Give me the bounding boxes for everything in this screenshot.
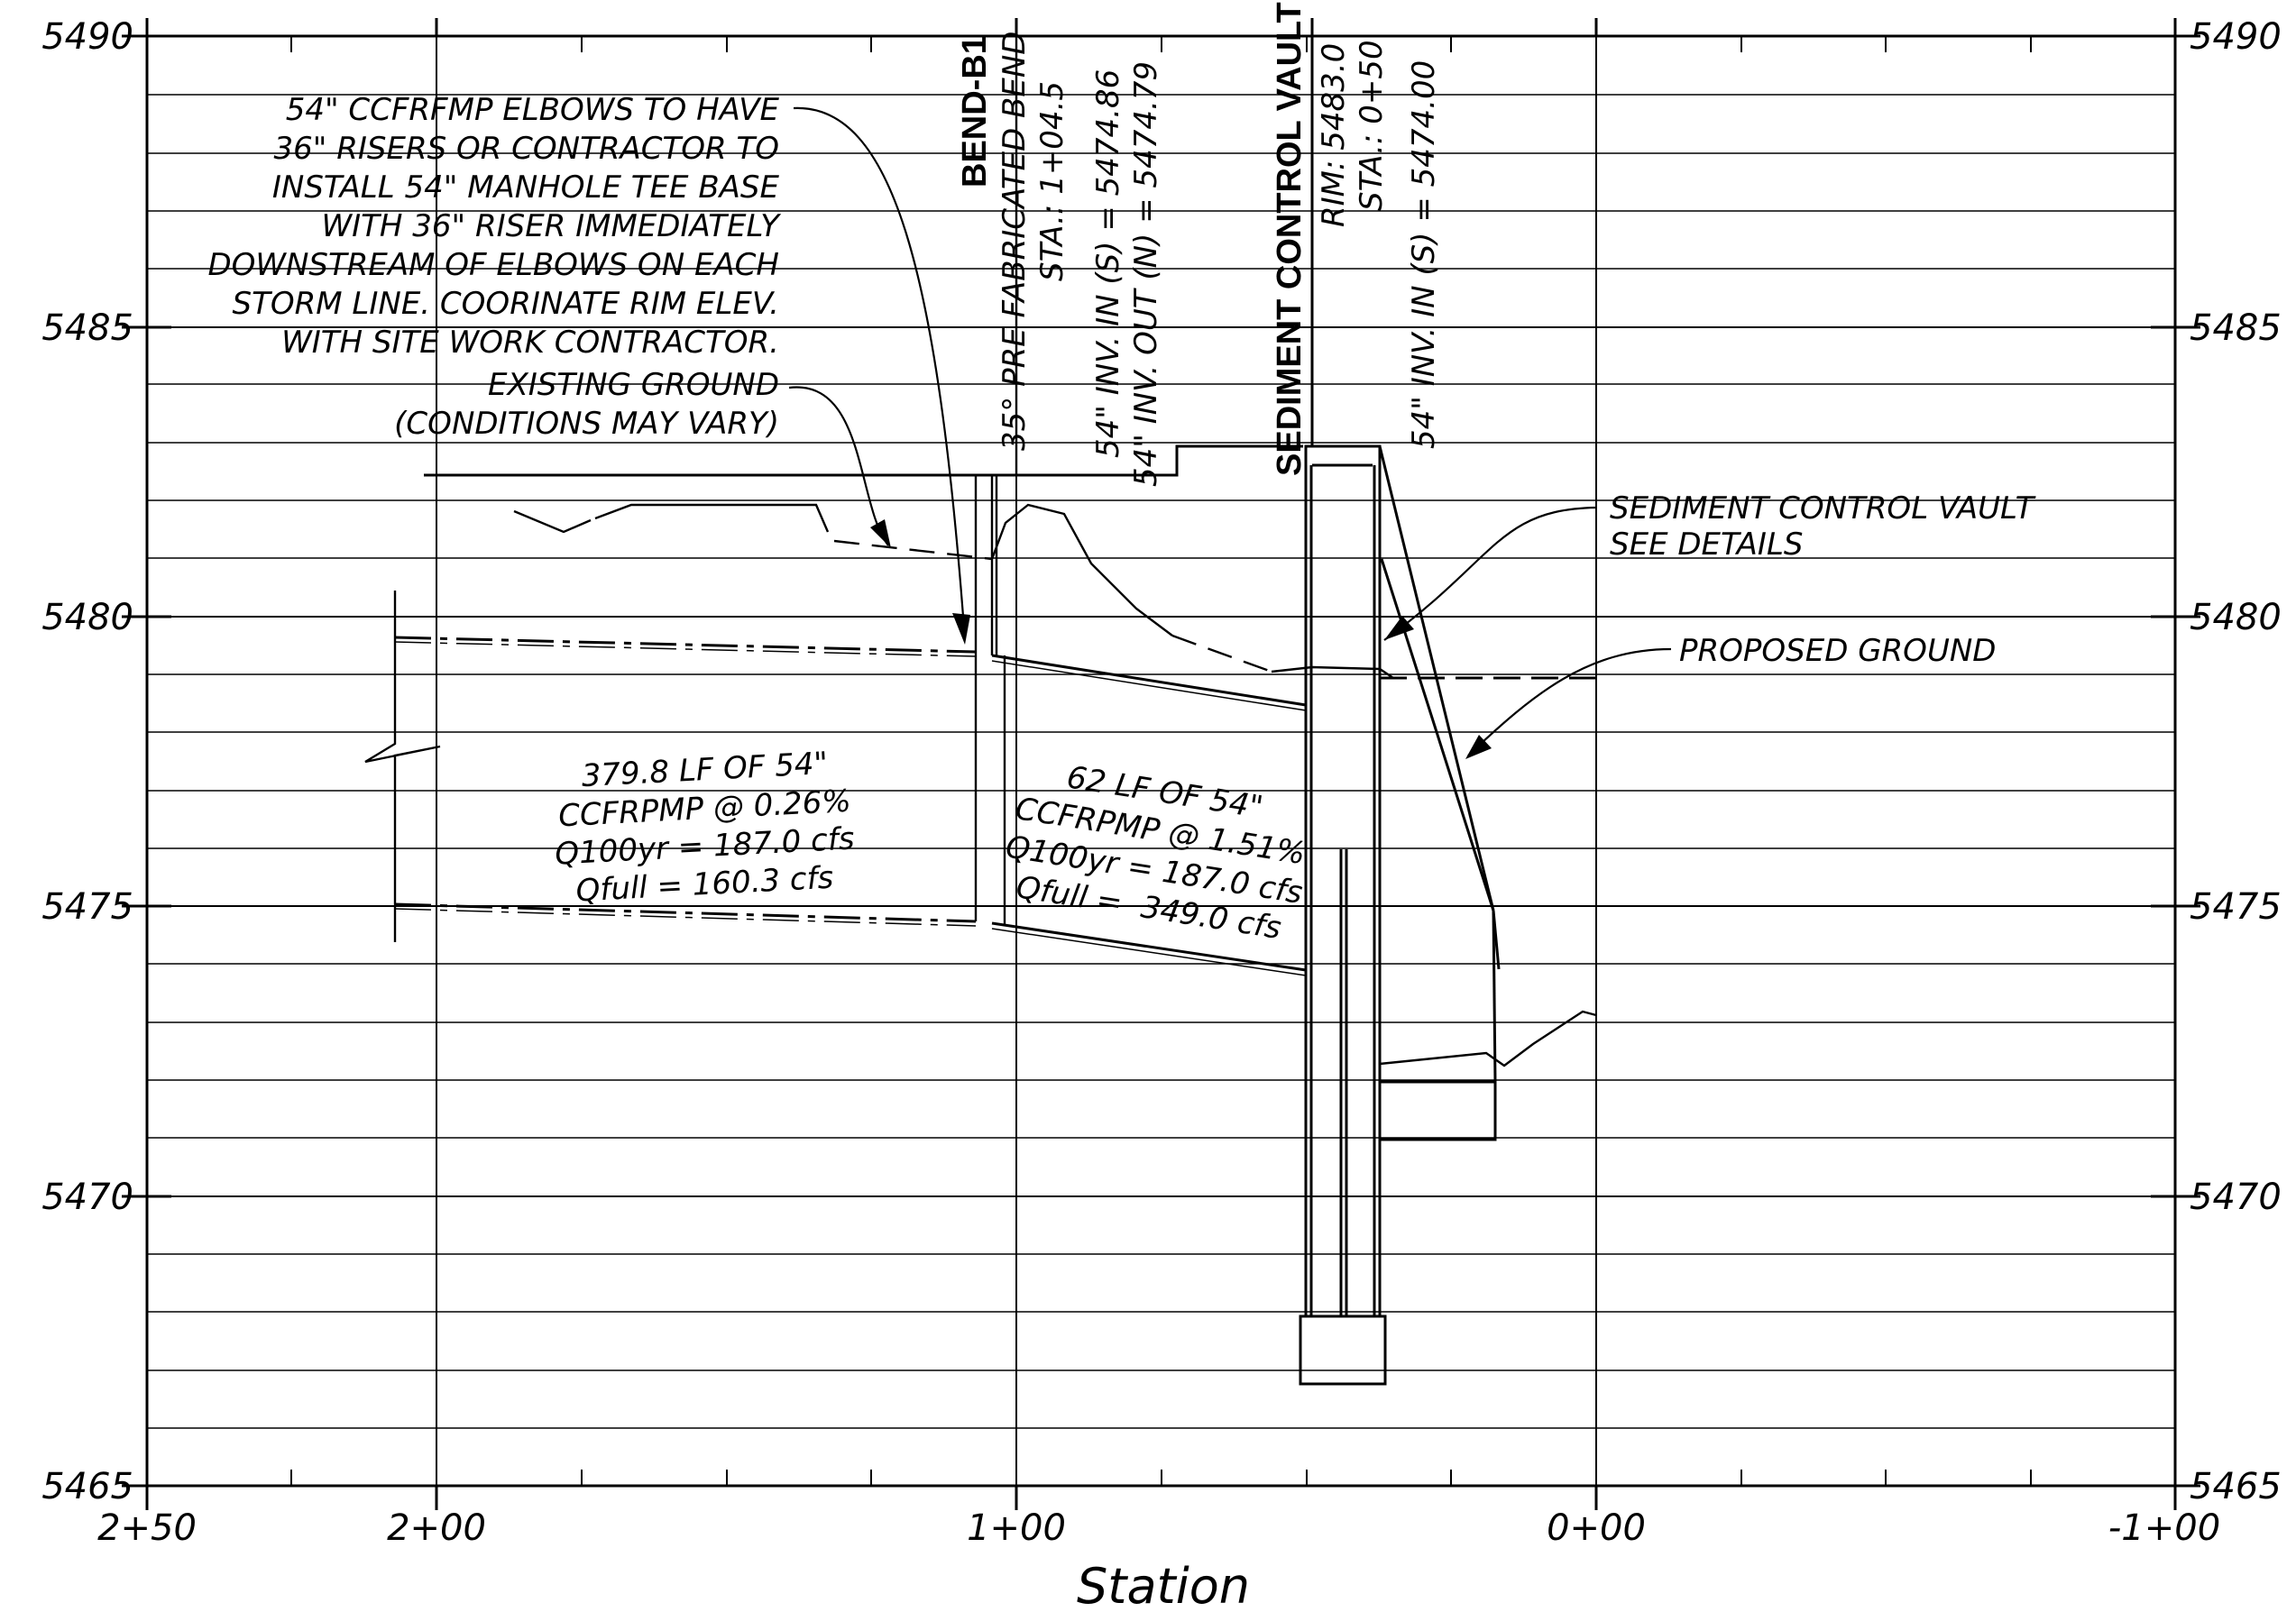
major-grid <box>147 36 2175 1486</box>
y-tick-right-5470: 5470 <box>2190 1177 2282 1218</box>
x-tick-1-00: 1+00 <box>967 1507 1066 1549</box>
minor-grid <box>147 94 2175 1429</box>
y-tick-left-5490: 5490 <box>41 16 133 58</box>
elbow-note-line-7: WITH SITE WORK CONTRACTOR. <box>281 325 779 361</box>
bend-b1-labels: BEND-B1 35° PRE FABRICATED BEND STA.: 1+… <box>956 32 1164 487</box>
vault-line-1: RIM: 5483.0 <box>1316 43 1352 227</box>
bend-b1-structure <box>974 18 1018 926</box>
elbow-note-line-4: WITH 36" RISER IMMEDIATELY <box>321 208 781 244</box>
elbow-note-line-2: 36" RISERS OR CONTRACTOR TO <box>274 131 779 167</box>
leader-arrows <box>870 519 1492 759</box>
pipe-1-label: 379.8 LF OF 54" CCFRPMP @ 0.26% Q100yr =… <box>554 746 855 910</box>
pipe-2-label: 62 LF OF 54" CCFRPMP @ 1.51% Q100yr = 18… <box>1003 759 1308 947</box>
y-tick-right-5475: 5475 <box>2190 886 2282 928</box>
y-tick-left-5465: 5465 <box>41 1466 133 1507</box>
bend-b1-line-1: 35° PRE FABRICATED BEND <box>996 32 1033 451</box>
vault-line-2: STA.: 0+50 <box>1354 40 1390 211</box>
proposed-ground-line <box>424 444 1596 680</box>
y-tick-right-5480: 5480 <box>2190 597 2282 638</box>
vault-name: SEDIMENT CONTROL VAULT <box>1271 2 1309 476</box>
vault-line-3: 54" INV. IN (S) = 5474.00 <box>1406 60 1442 449</box>
break-line <box>364 591 441 942</box>
y-tick-right-5485: 5485 <box>2190 307 2282 349</box>
bend-b1-name: BEND-B1 <box>956 35 994 188</box>
y-tick-left-5485: 5485 <box>41 307 133 349</box>
y-tick-left-5475: 5475 <box>41 886 133 928</box>
elbow-note-line-6: STORM LINE. COORINATE RIM ELEV. <box>233 286 779 322</box>
leader-lines <box>788 106 1672 756</box>
elbow-note: 54" CCFRFMP ELBOWS TO HAVE 36" RISERS OR… <box>207 92 781 442</box>
y-tick-right-5465: 5465 <box>2190 1466 2282 1507</box>
vault-labels: SEDIMENT CONTROL VAULT RIM: 5483.0 STA.:… <box>1271 2 1442 476</box>
proposed-ground-label: PROPOSED GROUND <box>1679 633 1996 669</box>
bend-b1-line-2: STA.: 1+04.5 <box>1034 81 1070 281</box>
bend-b1-line-4: 54" INV. OUT (N) = 5474.79 <box>1128 61 1164 487</box>
elbow-note-line-3: INSTALL 54" MANHOLE TEE BASE <box>272 169 780 206</box>
sediment-vault-structure <box>1299 18 1497 1386</box>
pipe-section-2 <box>991 654 1307 976</box>
existing-ground-condition: (CONDITIONS MAY VARY) <box>394 406 779 442</box>
y-tick-left-5470: 5470 <box>41 1177 133 1218</box>
existing-ground-line <box>513 503 1597 1067</box>
x-tick-2-00: 2+00 <box>387 1507 486 1549</box>
x-tick-0-00: 0+00 <box>1547 1507 1646 1549</box>
elbow-note-line-5: DOWNSTREAM OF ELBOWS ON EACH <box>207 247 779 283</box>
y-tick-left-5480: 5480 <box>41 597 133 638</box>
minor-ticks <box>290 36 2032 1486</box>
vault-note-line-1: SEDIMENT CONTROL VAULT <box>1610 490 2036 527</box>
y-tick-right-5490: 5490 <box>2190 16 2282 58</box>
x-tick-2-50: 2+50 <box>97 1507 197 1549</box>
bend-b1-line-3: 54" INV. IN (S) = 5474.86 <box>1090 69 1126 458</box>
vault-note-line-2: SEE DETAILS <box>1610 527 1803 563</box>
existing-ground-label: EXISTING GROUND <box>488 367 779 403</box>
elbow-note-line-1: 54" CCFRFMP ELBOWS TO HAVE <box>286 92 780 128</box>
pipe-section-1 <box>394 636 977 927</box>
x-axis-title: Station <box>1077 1558 1250 1612</box>
outlet-slope <box>1378 445 1501 1083</box>
x-tick-neg-1-00: -1+00 <box>2108 1507 2220 1549</box>
